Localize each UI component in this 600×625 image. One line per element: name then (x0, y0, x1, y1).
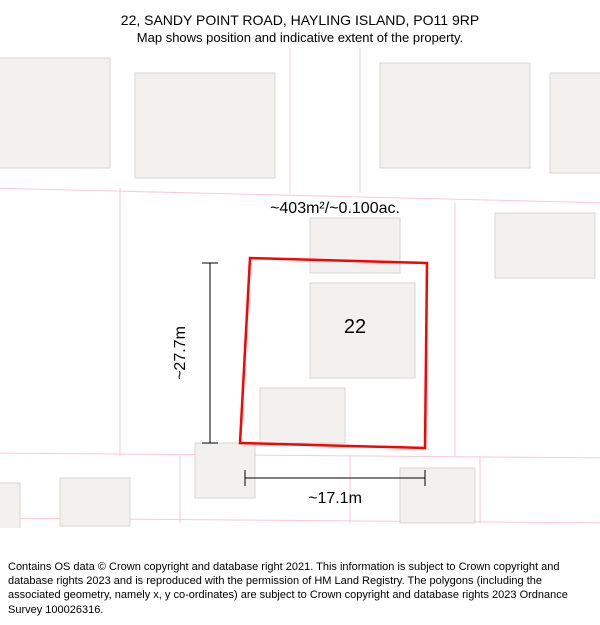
page-subtitle: Map shows position and indicative extent… (0, 30, 600, 45)
svg-text:~17.1m: ~17.1m (308, 490, 362, 507)
copyright-footer: Contains OS data © Crown copyright and d… (8, 560, 592, 617)
header: 22, SANDY POINT ROAD, HAYLING ISLAND, PO… (0, 0, 600, 45)
svg-text:22: 22 (344, 316, 366, 338)
svg-text:~403m²/~0.100ac.: ~403m²/~0.100ac. (270, 200, 400, 217)
page-title: 22, SANDY POINT ROAD, HAYLING ISLAND, PO… (0, 12, 600, 28)
svg-text:~27.7m: ~27.7m (172, 326, 189, 380)
property-map: ~403m²/~0.100ac. 22 ~27.7m ~17.1m (0, 48, 600, 528)
